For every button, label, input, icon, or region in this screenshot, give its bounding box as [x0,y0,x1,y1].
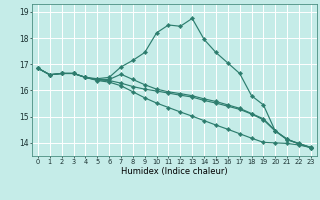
X-axis label: Humidex (Indice chaleur): Humidex (Indice chaleur) [121,167,228,176]
